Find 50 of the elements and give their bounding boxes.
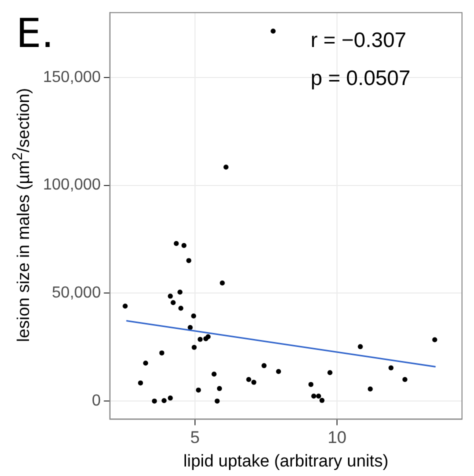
y-tick-label: 100,000 bbox=[42, 176, 101, 194]
point bbox=[162, 398, 167, 404]
point bbox=[262, 363, 267, 368]
annotation: p = 0.0507 bbox=[310, 66, 410, 90]
point bbox=[143, 360, 148, 366]
point bbox=[327, 370, 332, 376]
y-tick-label: 50,000 bbox=[52, 284, 101, 302]
point bbox=[152, 398, 157, 404]
point bbox=[122, 304, 128, 309]
point bbox=[168, 396, 173, 401]
point bbox=[192, 344, 197, 350]
point bbox=[216, 386, 222, 392]
annotation: r = −0.307 bbox=[310, 28, 406, 52]
point bbox=[368, 386, 373, 392]
point bbox=[358, 344, 363, 350]
point bbox=[138, 380, 144, 386]
point bbox=[188, 324, 193, 330]
point bbox=[319, 398, 324, 403]
point bbox=[170, 300, 176, 306]
point bbox=[223, 164, 228, 170]
point bbox=[212, 372, 217, 377]
point bbox=[168, 294, 173, 299]
x-axis-title: lipid uptake (arbitrary units) bbox=[183, 451, 388, 470]
x-tick-label: 5 bbox=[190, 428, 200, 448]
x-tick-label: 10 bbox=[328, 428, 346, 448]
point bbox=[311, 394, 316, 399]
point bbox=[191, 314, 196, 319]
point bbox=[177, 290, 182, 295]
point bbox=[181, 242, 186, 248]
point bbox=[316, 394, 322, 399]
point bbox=[178, 306, 184, 311]
point bbox=[251, 380, 256, 385]
point bbox=[276, 369, 282, 374]
point bbox=[220, 280, 225, 286]
point bbox=[174, 241, 179, 246]
point bbox=[432, 337, 438, 342]
point bbox=[198, 336, 203, 342]
point bbox=[402, 376, 408, 382]
y-tick-label: 0 bbox=[92, 392, 101, 410]
point bbox=[206, 334, 211, 340]
point bbox=[308, 382, 314, 387]
point bbox=[186, 258, 192, 264]
point bbox=[270, 28, 276, 34]
chart-title: E. bbox=[16, 11, 54, 57]
point bbox=[246, 376, 252, 382]
point bbox=[196, 388, 201, 393]
point bbox=[388, 365, 394, 370]
point bbox=[214, 398, 220, 404]
y-tick-label: 150,000 bbox=[42, 68, 101, 86]
point bbox=[159, 350, 164, 356]
